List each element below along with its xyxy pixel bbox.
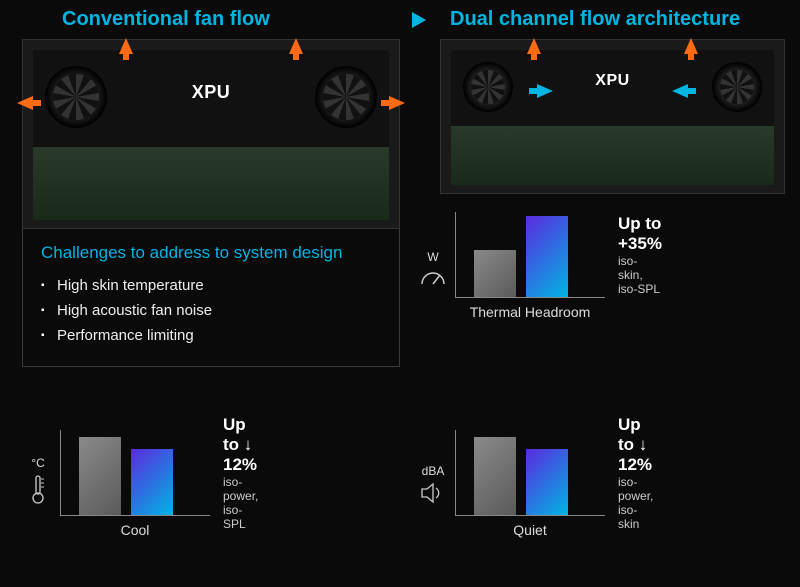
airflow-arrow-icon [684,38,698,54]
bar-new [131,449,173,515]
airflow-arrow-icon [672,84,688,98]
fan-left-icon [45,66,107,128]
airflow-arrow-icon [527,38,541,54]
challenges-panel: Challenges to address to system design H… [22,229,400,367]
metric-sub: iso-skin, iso-SPL [618,254,662,296]
right-title: Dual channel flow architecture [440,8,785,31]
fan-right-icon [712,62,762,112]
divider-triangle-icon [412,12,426,28]
quiet-chart: dBA Up to ↓ 12% iso-power, iso-skin [455,430,605,516]
metric-value: Up to ↓ 12% [618,415,653,475]
challenges-list: High skin temperature High acoustic fan … [41,273,381,348]
metric-icon-wrap: dBA [416,464,450,509]
metric-thermal: W Up to +35% iso-skin, iso-SPL Thermal H… [455,212,785,320]
fan-right-icon [315,66,377,128]
bar-new [526,216,568,297]
metric-text: Up to +35% iso-skin, iso-SPL [618,214,662,296]
bar-new [526,449,568,515]
right-column: Dual channel flow architecture XPU [440,8,785,194]
metric-label: Quiet [455,522,605,538]
metric-icon-wrap: W [416,250,450,291]
unit-label: dBA [416,464,450,478]
challenge-item: High acoustic fan noise [41,298,381,323]
left-column: Conventional fan flow XPU Challenges to … [22,8,400,367]
motherboard-area [33,147,389,220]
challenge-item: Performance limiting [41,323,381,348]
unit-label: °C [21,456,55,470]
metric-icon-wrap: °C [21,456,55,509]
metric-text: Up to ↓ 12% iso-power, iso-skin [618,415,653,531]
metric-quiet: dBA Up to ↓ 12% iso-power, iso-skin Quie… [455,430,785,538]
metric-cool: °C Up to ↓ 12% iso-power, iso-SPL Cool [60,430,390,538]
metric-label: Thermal Headroom [455,304,605,320]
bar-baseline [474,250,516,297]
cool-chart: °C Up to ↓ 12% iso-power, iso-SPL [60,430,210,516]
airflow-arrow-icon [17,96,33,110]
xpu-label: XPU [192,82,231,103]
metric-value: Up to +35% [618,214,662,254]
xpu-label: XPU [595,72,629,90]
challenge-item: High skin temperature [41,273,381,298]
metric-sub: iso-power, iso-SPL [223,475,258,531]
fan-left-icon [463,62,513,112]
airflow-arrow-icon [389,96,405,110]
metric-label: Cool [60,522,210,538]
gauge-icon [420,268,446,286]
dualchannel-board-image: XPU [440,39,785,194]
thermal-chart: W Up to +35% iso-skin, iso-SPL [455,212,605,298]
motherboard-area [451,126,774,185]
metric-text: Up to ↓ 12% iso-power, iso-SPL [223,415,258,531]
speaker-icon [420,482,446,504]
airflow-arrow-icon [537,84,553,98]
airflow-arrow-icon [289,38,303,54]
thermometer-icon [28,474,48,504]
bar-baseline [474,437,516,515]
left-title: Conventional fan flow [22,8,400,31]
metric-sub: iso-power, iso-skin [618,475,653,531]
metric-value: Up to ↓ 12% [223,415,258,475]
bar-baseline [79,437,121,515]
unit-label: W [416,250,450,264]
conventional-board-image: XPU [22,39,400,229]
challenges-title: Challenges to address to system design [41,243,381,263]
airflow-arrow-icon [119,38,133,54]
